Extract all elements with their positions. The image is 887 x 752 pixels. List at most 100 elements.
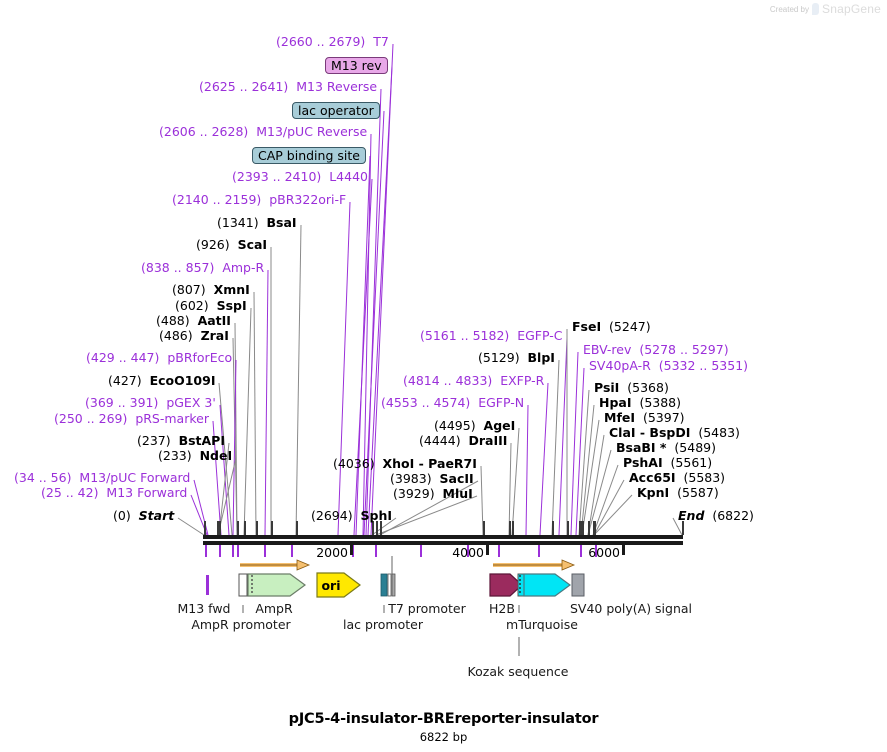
- label-m13-puc-forward[interactable]: (34 .. 56) M13/pUC Forward: [14, 471, 190, 484]
- label-l4440[interactable]: (2393 .. 2410) L4440: [232, 170, 368, 183]
- label-m13-forward[interactable]: (25 .. 42) M13 Forward: [41, 486, 187, 499]
- label-pshai[interactable]: PshAI (5561): [623, 456, 712, 469]
- label-position: (4036): [333, 456, 383, 471]
- feature-label-t7-promoter[interactable]: T7 promoter: [388, 601, 466, 616]
- label-position: (838 .. 857): [141, 260, 223, 275]
- label-amp-r[interactable]: (838 .. 857) Amp-R: [141, 261, 264, 274]
- feature-label-sv40-poly-a-signal[interactable]: SV40 poly(A) signal: [569, 601, 693, 616]
- leader-right-11: [672, 517, 683, 536]
- label-agei[interactable]: (4495) AgeI: [434, 419, 515, 432]
- label-bsai[interactable]: (1341) BsaI: [217, 216, 297, 229]
- label-ndei[interactable]: (233) NdeI: [158, 449, 232, 462]
- label-zrai[interactable]: (486) ZraI: [159, 329, 229, 342]
- label-m13-puc-reverse[interactable]: (2606 .. 2628) M13/pUC Reverse: [159, 125, 367, 138]
- label-name: SspI: [216, 298, 247, 313]
- feature-badge-cap-binding-site[interactable]: CAP binding site: [252, 147, 366, 164]
- leader-right-10: [593, 494, 633, 536]
- feature-badge-m13-rev[interactable]: M13 rev: [325, 57, 388, 74]
- enzyme-tick-1: [217, 521, 219, 535]
- feature-badge-lac-operator[interactable]: lac operator: [292, 102, 380, 119]
- label-acc65i[interactable]: Acc65I (5583): [629, 471, 725, 484]
- label-name: L4440: [329, 169, 368, 184]
- enzyme-tick-6: [271, 521, 273, 535]
- plasmid-title: pJC5-4-insulator-BREreporter-insulator: [288, 711, 599, 727]
- feature-label-h2b[interactable]: H2B: [489, 601, 515, 616]
- label-xhoi-paer7i[interactable]: (4036) XhoI - PaeR7I: [333, 457, 477, 470]
- label-sspi[interactable]: (602) SspI: [175, 299, 247, 312]
- leader-left-6: [353, 178, 373, 536]
- label-draiii[interactable]: (4444) DraIII: [419, 434, 507, 447]
- label-ecoo109i[interactable]: (427) EcoO109I: [108, 374, 215, 387]
- label-kpni[interactable]: KpnI (5587): [637, 486, 719, 499]
- label-name: PshAI: [623, 455, 663, 470]
- label-pgex-3-[interactable]: (369 .. 391) pGEX 3': [85, 396, 216, 409]
- backbone-strand-top: [203, 535, 683, 539]
- label-blpi[interactable]: (5129) BlpI: [478, 351, 555, 364]
- label-psii[interactable]: PsiI (5368): [594, 381, 669, 394]
- label-bstapi[interactable]: (237) BstAPI: [137, 434, 225, 447]
- leader-mid-2: [539, 382, 549, 536]
- label-sv40pa-r[interactable]: SV40pA-R (5332 .. 5351): [589, 359, 748, 372]
- enzyme-tick-8: [372, 521, 374, 535]
- feature-m13-fwd-marker: [206, 575, 209, 595]
- feature-label-lac-promoter[interactable]: lac promoter: [343, 617, 423, 632]
- feature-tick-7: [375, 545, 377, 557]
- label-end[interactable]: End (6822): [678, 509, 754, 522]
- leader-right-2: [575, 367, 585, 536]
- feature-label-m13-fwd[interactable]: M13 fwd: [177, 601, 231, 616]
- label-sphi[interactable]: (2694) SphI: [311, 509, 392, 522]
- feature-tick-0: [205, 545, 207, 557]
- label-name: M13/pUC Reverse: [256, 124, 368, 139]
- leader-left-5: [355, 155, 371, 536]
- label-exfp-r[interactable]: (4814 .. 4833) EXFP-R: [403, 374, 544, 387]
- feature-label-mturquoise[interactable]: mTurquoise: [506, 617, 578, 632]
- axis-tick-label-2000: 2000: [316, 545, 348, 560]
- label-aatii[interactable]: (488) AatII: [156, 314, 231, 327]
- label-sacii[interactable]: (3983) SacII: [390, 472, 474, 485]
- label-name: HpaI: [599, 395, 632, 410]
- feature-label-kozak-sequence[interactable]: Kozak sequence: [467, 664, 569, 679]
- axis-tick-label-6000: 6000: [588, 545, 620, 560]
- snapgene-watermark: Created by SnapGene: [770, 2, 881, 16]
- label-name: Amp-R: [222, 260, 265, 275]
- label-name: XmnI: [213, 282, 250, 297]
- label-hpai[interactable]: HpaI (5388): [599, 396, 681, 409]
- label-position: (5247): [601, 319, 651, 334]
- feature-tick-12: [580, 545, 582, 557]
- label-position: (807): [172, 282, 214, 297]
- label-clai-bspdi[interactable]: ClaI - BspDI (5483): [609, 426, 740, 439]
- label-pbr322ori-f[interactable]: (2140 .. 2159) pBR322ori-F: [172, 193, 346, 206]
- label-t7[interactable]: (2660 .. 2679) T7: [276, 35, 389, 48]
- label-mfei[interactable]: MfeI (5397): [604, 411, 685, 424]
- feature-label-ampr[interactable]: AmpR: [255, 601, 293, 616]
- label-m13-rev[interactable]: M13 rev: [325, 57, 388, 74]
- label-m13-reverse[interactable]: (2625 .. 2641) M13 Reverse: [199, 80, 377, 93]
- label-prs-marker[interactable]: (250 .. 269) pRS-marker: [54, 412, 209, 425]
- label-scai[interactable]: (926) ScaI: [196, 238, 267, 251]
- label-egfp-c[interactable]: (5161 .. 5182) EGFP-C: [420, 329, 563, 342]
- label-xmni[interactable]: (807) XmnI: [172, 283, 250, 296]
- label-egfp-n[interactable]: (4553 .. 4574) EGFP-N: [381, 396, 524, 409]
- label-bsabi-[interactable]: BsaBI * (5489): [616, 441, 716, 454]
- axis-tick-label-4000: 4000: [452, 545, 484, 560]
- label-cap-binding-site[interactable]: CAP binding site: [252, 147, 366, 164]
- label-fsei[interactable]: FseI (5247): [572, 320, 651, 333]
- ampr-direction-arrow: [240, 559, 311, 571]
- leader-left-10: [264, 269, 269, 536]
- axis-tick-group: [350, 545, 625, 555]
- label-name: M13 Reverse: [296, 79, 378, 94]
- label-ebv-rev[interactable]: EBV-rev (5278 .. 5297): [583, 343, 729, 356]
- leader-left-8: [295, 224, 302, 536]
- label-lac-operator[interactable]: lac operator: [292, 102, 380, 119]
- label-name: T7: [373, 34, 389, 49]
- leader-left-11: [253, 291, 257, 536]
- feature-tick-1: [219, 545, 221, 557]
- label-mlui[interactable]: (3929) MluI: [393, 487, 473, 500]
- label-name: Acc65I: [629, 470, 676, 485]
- leader-left-23: [177, 517, 205, 536]
- label-name: EBV-rev: [583, 342, 632, 357]
- feature-label-ampr-promoter[interactable]: AmpR promoter: [191, 617, 291, 632]
- label-position: (3929): [393, 486, 443, 501]
- label-pbrforeco[interactable]: (429 .. 447) pBRforEco: [86, 351, 232, 364]
- label-start[interactable]: (0) Start: [113, 509, 174, 522]
